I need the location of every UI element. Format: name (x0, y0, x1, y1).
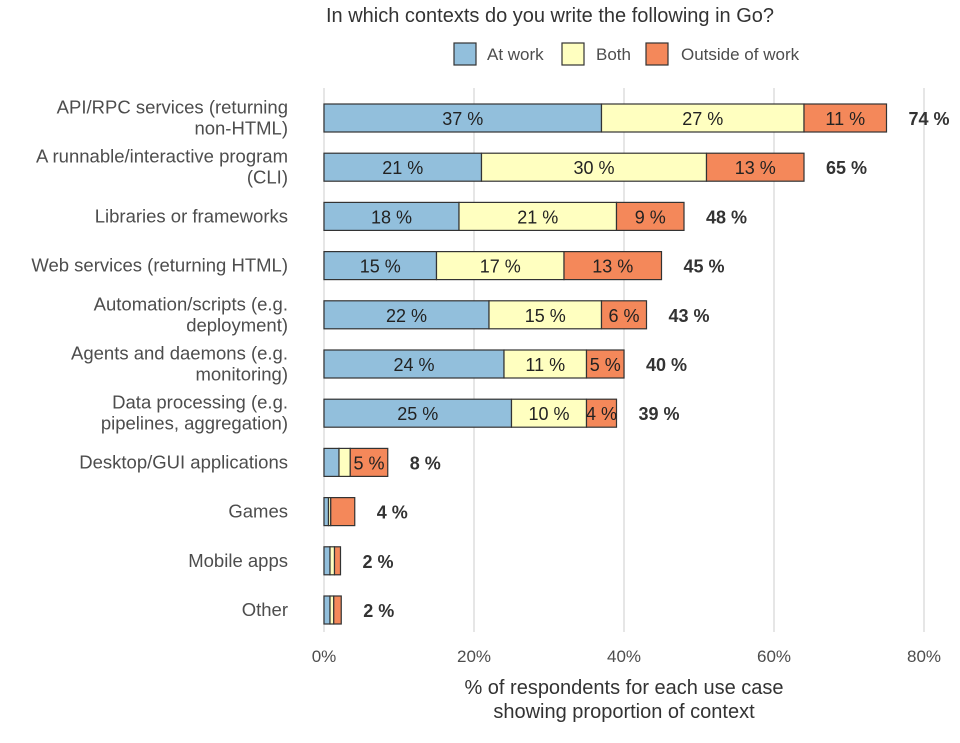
segment-label: 10 % (528, 404, 569, 424)
bar-segment (330, 497, 356, 527)
legend-swatch (453, 42, 477, 66)
category-label: Games (228, 501, 288, 522)
x-tick-label: 40% (607, 647, 641, 666)
segment-label: 24 % (393, 355, 434, 375)
bar-segment (323, 398, 513, 428)
category-label: Agents and daemons (e.g. monitoring) (71, 343, 288, 385)
segment-label: 5 % (590, 355, 621, 375)
total-label: 65 % (826, 158, 867, 178)
total-label: 2 % (363, 552, 394, 572)
total-label: 8 % (410, 453, 441, 473)
bar-segment (329, 546, 336, 576)
bar-segment (480, 152, 708, 182)
bar-segment (600, 103, 805, 133)
bar-segment (323, 497, 330, 527)
legend-label: At work (487, 45, 544, 64)
bar-segment (585, 398, 618, 428)
total-label: 4 % (377, 503, 408, 523)
category-label: Desktop/GUI applications (79, 451, 288, 472)
segment-label: 37 % (442, 109, 483, 129)
category-label: Libraries or frameworks (95, 205, 288, 226)
bar-segment (323, 300, 490, 330)
legend-swatch (561, 42, 585, 66)
bar-segment (333, 546, 342, 576)
segment-label: 15 % (360, 257, 401, 277)
bar-segment (600, 300, 648, 330)
bar-segment (563, 251, 663, 281)
bar-segment (338, 447, 351, 477)
segment-label: 21 % (517, 207, 558, 227)
category-label: Automation/scripts (e.g. deployment) (94, 293, 288, 335)
total-label: 45 % (684, 257, 725, 277)
bar-segment (323, 546, 331, 576)
x-tick-label: 20% (457, 647, 491, 666)
segment-label: 11 % (825, 109, 865, 129)
legend-label: Both (596, 45, 631, 64)
segment-label: 17 % (480, 257, 521, 277)
bar-segment (323, 201, 460, 231)
bar-segment (615, 201, 685, 231)
segment-label: 27 % (682, 109, 723, 129)
bar-segment (585, 349, 625, 379)
category-label: Web services (returning HTML) (31, 255, 288, 276)
legend: At work Both Outside of work (453, 42, 800, 66)
bar-segment (510, 398, 588, 428)
legend-label: Outside of work (681, 45, 800, 64)
total-label: 39 % (639, 404, 680, 424)
segment-label: 15 % (525, 306, 566, 326)
category-label: API/RPC services (returning non-HTML) (57, 97, 288, 139)
total-label: 48 % (706, 207, 747, 227)
category-label: Mobile apps (188, 550, 288, 571)
category-label: Other (242, 599, 288, 620)
x-tick-label: 80% (907, 647, 941, 666)
segment-label: 21 % (382, 158, 423, 178)
chart-title: In which contexts do you write the follo… (326, 5, 774, 27)
bar-segment (705, 152, 805, 182)
axis-layer: 0% 20% 40% 60% 80% % of respondents for each … (31, 97, 941, 724)
segment-label: 6 % (608, 306, 639, 326)
segment-label: 25 % (397, 404, 438, 424)
labels-layer: 37 % 27 % 11 % 74 % 21 % 30 % 13 % 65 % 18 % 21 %… (353, 109, 949, 621)
segment-label: 30 % (573, 158, 614, 178)
bar-segment (333, 595, 342, 625)
bar-segment (803, 103, 888, 133)
segment-label: 4 % (586, 404, 617, 424)
total-label: 74 % (909, 109, 950, 129)
category-label: A runnable/interactive program (CLI) (36, 146, 288, 188)
bar-segment (323, 447, 340, 477)
x-tick-label: 0% (312, 647, 337, 666)
x-tick-label: 60% (757, 647, 791, 666)
bars-layer (323, 103, 888, 625)
segment-label: 9 % (635, 207, 666, 227)
total-label: 2 % (363, 601, 394, 621)
bar-segment (323, 349, 505, 379)
x-axis-title: % of respondents for each use case showin… (464, 677, 783, 723)
legend-swatch (645, 42, 669, 66)
bar-segment (435, 251, 565, 281)
total-label: 43 % (669, 306, 710, 326)
total-label: 40 % (646, 355, 687, 375)
segment-label: 13 % (735, 158, 776, 178)
segment-label: 13 % (592, 257, 633, 277)
segment-label: 22 % (386, 306, 427, 326)
bar-segment (323, 595, 331, 625)
category-label: Data processing (e.g. pipelines, aggregat… (101, 392, 288, 434)
segment-label: 18 % (371, 207, 412, 227)
segment-label: 11 % (525, 355, 565, 375)
segment-label: 5 % (353, 453, 384, 473)
bar-segment (349, 447, 389, 477)
bar-segment (323, 103, 603, 133)
